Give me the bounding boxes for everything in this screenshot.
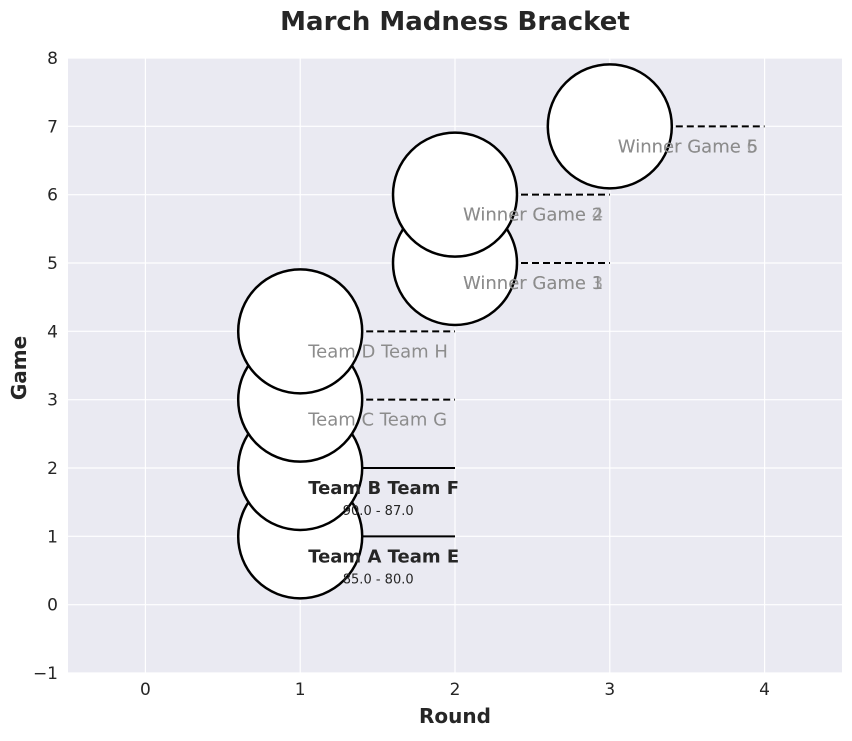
x-tick-label: 0 bbox=[140, 680, 151, 700]
game-label: Winner Game 1 bbox=[463, 273, 603, 294]
game-label: Team C Team G bbox=[307, 410, 447, 431]
game-nodes bbox=[236, 63, 674, 600]
y-tick-label: 8 bbox=[47, 49, 58, 69]
x-tick-label: 2 bbox=[450, 680, 461, 700]
chart-title: March Madness Bracket bbox=[280, 7, 630, 37]
ghost-label: Winner Game 4 bbox=[463, 205, 603, 226]
y-tick-label: 2 bbox=[47, 459, 58, 479]
x-tick-label: 4 bbox=[759, 680, 770, 700]
game-score: 85.0 - 80.0 bbox=[343, 572, 414, 587]
y-tick-labels: −1 0 1 2 3 4 5 6 7 8 bbox=[33, 49, 58, 684]
game-node bbox=[236, 268, 364, 395]
x-tick-label: 1 bbox=[295, 680, 306, 700]
y-tick-label: 6 bbox=[47, 186, 58, 206]
y-axis-label: Game bbox=[7, 336, 31, 400]
y-tick-label: 0 bbox=[47, 596, 58, 616]
y-tick-label: −1 bbox=[33, 664, 58, 684]
game-label: Winner Game 2 bbox=[463, 205, 603, 226]
game-label: Team D Team H bbox=[307, 341, 448, 362]
y-tick-label: 4 bbox=[47, 322, 58, 342]
game-labels: Winner Game 3 Winner Game 4 Winner Game 6 T… bbox=[307, 136, 758, 587]
game-score: 90.0 - 87.0 bbox=[343, 504, 414, 519]
y-tick-label: 7 bbox=[47, 117, 58, 137]
x-tick-labels: 0 1 2 3 4 bbox=[140, 680, 770, 700]
y-tick-label: 3 bbox=[47, 391, 58, 411]
game-node bbox=[391, 131, 519, 258]
game-node bbox=[546, 63, 674, 190]
game-label: Team A Team E bbox=[308, 546, 459, 567]
game-label: Winner Game 5 bbox=[618, 136, 758, 157]
ghost-label: Winner Game 3 bbox=[463, 273, 603, 294]
x-tick-label: 3 bbox=[604, 680, 615, 700]
y-tick-label: 1 bbox=[47, 527, 58, 547]
game-label: Team B Team F bbox=[308, 478, 459, 499]
x-axis-label: Round bbox=[419, 704, 491, 728]
y-tick-label: 5 bbox=[47, 254, 58, 274]
ghost-label: Winner Game 6 bbox=[618, 136, 758, 157]
